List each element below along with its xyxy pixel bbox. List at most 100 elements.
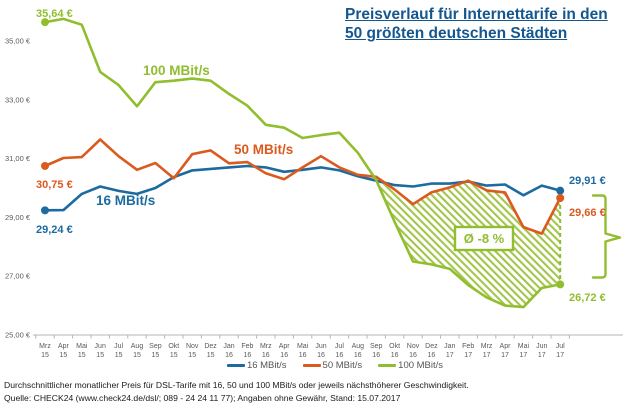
value-label: 35,64 € — [36, 8, 73, 20]
x-axis-label-year: 16 — [428, 352, 436, 359]
x-axis-label-month: Apr — [58, 343, 70, 350]
legend-label: 16 MBit/s — [246, 360, 287, 371]
x-axis-label-month: Apr — [279, 343, 291, 350]
x-axis-label-year: 15 — [60, 352, 68, 359]
y-axis-label: 31,00 € — [5, 154, 31, 163]
y-axis-label: 35,00 € — [5, 37, 31, 46]
x-axis-label-year: 16 — [299, 352, 307, 359]
x-axis-label-month: Dez — [425, 343, 438, 350]
value-label: 30,75 € — [36, 179, 73, 191]
x-axis-label-year: 17 — [483, 352, 491, 359]
y-axis-label: 33,00 € — [5, 95, 31, 104]
point-marker — [556, 280, 565, 289]
x-axis-label-year: 17 — [464, 352, 472, 359]
footnote-source: Quelle: CHECK24 (www.check24.de/dsl/; 08… — [4, 393, 401, 403]
value-label: 29,66 € — [569, 207, 606, 219]
x-axis-label-month: Okt — [168, 343, 179, 350]
x-axis-label-year: 16 — [372, 352, 380, 359]
x-axis-label-month: Mrz — [260, 343, 272, 350]
x-axis-label-month: Jun — [536, 343, 547, 350]
x-axis-label-month: Nov — [186, 343, 199, 350]
point-marker — [556, 193, 565, 202]
x-axis-label-month: Jul — [335, 343, 344, 350]
x-axis-label-month: Jan — [223, 343, 234, 350]
x-axis-label-year: 15 — [188, 352, 196, 359]
series-label: 16 MBit/s — [96, 193, 155, 208]
value-label: 29,91 € — [569, 175, 606, 187]
page-title-line1: Preisverlauf für Internettarife in den — [345, 6, 608, 23]
x-axis-label-month: Jun — [95, 343, 106, 350]
x-axis-label-year: 15 — [115, 352, 123, 359]
point-marker — [41, 206, 49, 215]
point-marker — [41, 18, 49, 27]
x-axis-label-month: Mai — [76, 343, 88, 350]
x-axis-label-year: 15 — [133, 352, 141, 359]
x-axis-label-month: Mrz — [481, 343, 493, 350]
x-axis-label-year: 17 — [520, 352, 528, 359]
page-title-line2: 50 größten deutschen Städten — [345, 25, 568, 42]
x-axis-label-year: 16 — [391, 352, 399, 359]
x-axis-label-month: Mrz — [39, 343, 51, 350]
point-marker — [41, 161, 49, 170]
value-label: 29,24 € — [36, 224, 73, 236]
x-axis-label-year: 17 — [446, 352, 454, 359]
point-marker — [556, 186, 565, 195]
series-label: 100 MBit/s — [143, 63, 210, 78]
area-average-label: Ø -8 % — [464, 231, 505, 246]
x-axis-label-month: Feb — [241, 343, 253, 350]
legend-line-swatch-100mbit — [378, 364, 397, 367]
legend-item-100mbit: 100 MBit/s — [378, 360, 443, 371]
series-label: 50 MBit/s — [234, 142, 293, 157]
x-axis-label-year: 15 — [78, 352, 86, 359]
x-axis-label-year: 17 — [501, 352, 509, 359]
x-axis-label-month: Sep — [149, 343, 162, 350]
x-axis-label-month: Mai — [518, 343, 530, 350]
x-axis-label-year: 15 — [152, 352, 160, 359]
area-label-box — [453, 225, 515, 252]
value-label: 26,72 € — [569, 292, 606, 304]
x-axis-label-year: 16 — [409, 352, 417, 359]
x-axis-label-year: 16 — [280, 352, 288, 359]
x-axis-label-year: 16 — [262, 352, 270, 359]
x-axis-label-year: 15 — [207, 352, 215, 359]
x-axis-label-month: Aug — [352, 343, 365, 350]
x-axis-label-year: 16 — [244, 352, 252, 359]
x-axis-label-year: 17 — [556, 352, 564, 359]
difference-bracket — [591, 194, 622, 279]
legend-label: 100 MBit/s — [398, 360, 444, 371]
line-50mbits — [44, 138, 562, 235]
x-axis-label-year: 15 — [96, 352, 104, 359]
chart-legend: 16 MBit/s 50 MBit/s 100 MBit/s — [20, 360, 630, 371]
x-axis-label-month: Sep — [370, 343, 383, 350]
x-axis-label-month: Jul — [556, 343, 565, 350]
x-axis-label-year: 16 — [354, 352, 362, 359]
x-axis-label-month: Feb — [462, 343, 474, 350]
x-axis-label-month: Jun — [315, 343, 326, 350]
y-axis-label: 27,00 € — [5, 272, 31, 281]
legend-item-16mbit: 16 MBit/s — [226, 360, 287, 371]
x-axis-label-year: 16 — [317, 352, 325, 359]
x-axis-label-month: Apr — [500, 343, 512, 350]
x-axis-label-month: Mai — [297, 343, 309, 350]
x-axis-label-month: Jul — [114, 343, 123, 350]
legend-line-swatch-16mbit — [226, 364, 245, 367]
x-axis-label-month: Okt — [389, 343, 400, 350]
price-line-chart: 35,00 € 33,00 € 31,00 € 29,00 € 27,00 € 25,00… — [5, 8, 623, 359]
line-100mbits — [44, 17, 561, 309]
legend-label: 50 MBit/s — [322, 360, 363, 371]
footnotes: Durchschnittlicher monatlicher Preis für… — [4, 379, 624, 405]
x-axis-label-year: 16 — [225, 352, 233, 359]
x-axis-label-year: 15 — [41, 352, 49, 359]
x-axis-label-month: Dez — [204, 343, 217, 350]
x-axis-label-year: 17 — [538, 352, 546, 359]
x-axis-label-month: Nov — [407, 343, 420, 350]
x-axis-label-month: Aug — [131, 343, 144, 350]
y-axis-label: 29,00 € — [5, 213, 31, 222]
legend-item-50mbit: 50 MBit/s — [302, 360, 363, 371]
legend-line-swatch-50mbit — [302, 364, 321, 367]
y-axis-label: 25,00 € — [5, 331, 31, 340]
footnote-description: Durchschnittlicher monatlicher Preis für… — [4, 380, 469, 390]
page-title: Preisverlauf für Internettarife in den 5… — [345, 5, 629, 43]
x-axis-label-year: 15 — [170, 352, 178, 359]
